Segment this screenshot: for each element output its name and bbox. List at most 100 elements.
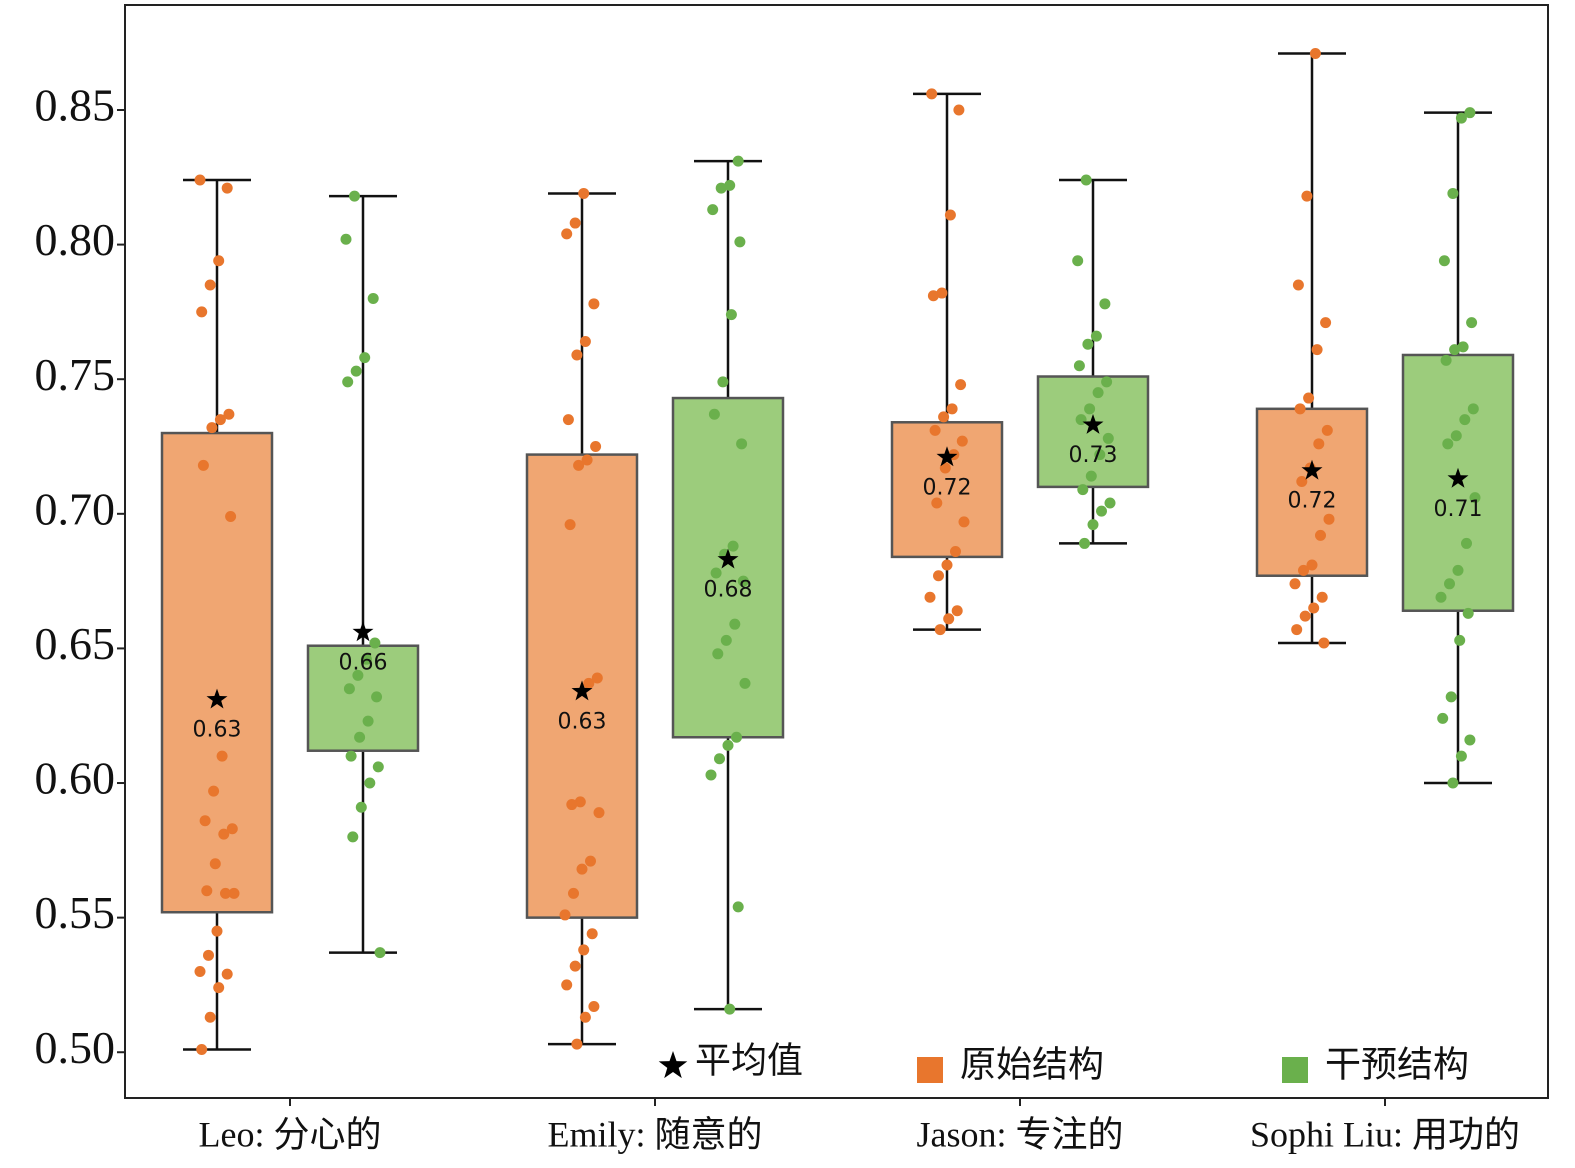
mean-star bbox=[206, 688, 228, 709]
data-point bbox=[1318, 637, 1330, 649]
data-point bbox=[223, 408, 235, 420]
data-point bbox=[946, 403, 958, 415]
data-point bbox=[1450, 430, 1462, 442]
data-point bbox=[345, 750, 357, 762]
data-point bbox=[943, 613, 955, 625]
legend-label: 干预结构 bbox=[1325, 1044, 1469, 1084]
x-tick-label: Sophi Liu: 用功的 bbox=[1250, 1114, 1520, 1154]
data-point bbox=[1462, 607, 1474, 619]
data-point bbox=[1321, 424, 1333, 436]
data-point bbox=[1073, 360, 1085, 372]
data-point bbox=[347, 831, 359, 843]
data-point bbox=[1291, 624, 1303, 636]
data-point bbox=[208, 785, 220, 797]
data-point bbox=[566, 799, 578, 811]
data-point bbox=[355, 801, 367, 813]
data-point bbox=[1440, 354, 1452, 366]
data-point bbox=[579, 1011, 591, 1023]
data-point bbox=[712, 648, 724, 660]
data-point bbox=[211, 925, 223, 937]
data-point bbox=[369, 637, 381, 649]
data-point bbox=[581, 454, 593, 466]
data-point bbox=[197, 459, 209, 471]
data-point bbox=[1104, 497, 1116, 509]
data-point bbox=[1289, 578, 1301, 590]
data-point bbox=[953, 104, 965, 116]
data-point bbox=[1435, 591, 1447, 603]
data-point bbox=[1294, 403, 1306, 415]
data-point bbox=[591, 672, 603, 684]
data-point bbox=[1452, 564, 1464, 576]
data-point bbox=[364, 777, 376, 789]
legend-swatch bbox=[917, 1057, 943, 1083]
data-point bbox=[951, 605, 963, 617]
data-point bbox=[226, 823, 238, 835]
data-point bbox=[1082, 338, 1094, 350]
data-point bbox=[931, 497, 943, 509]
x-tick-label: Leo: 分心的 bbox=[199, 1114, 382, 1154]
data-point bbox=[590, 441, 602, 453]
mean-label: 0.72 bbox=[923, 475, 972, 500]
data-point bbox=[213, 255, 225, 267]
data-point bbox=[588, 1000, 600, 1012]
y-tick-label: 0.55 bbox=[35, 887, 116, 938]
data-point bbox=[944, 209, 956, 221]
data-point bbox=[938, 411, 950, 423]
plot-frame bbox=[124, 4, 1549, 1099]
data-point bbox=[1437, 712, 1449, 724]
data-point bbox=[194, 965, 206, 977]
data-point bbox=[1079, 537, 1090, 549]
data-point bbox=[360, 653, 372, 665]
data-point bbox=[194, 174, 206, 186]
data-point bbox=[588, 298, 600, 310]
data-point bbox=[1298, 564, 1309, 576]
x-tick-label: Jason: 专注的 bbox=[916, 1114, 1123, 1154]
data-point bbox=[1466, 317, 1478, 329]
data-point bbox=[1092, 387, 1104, 399]
data-point bbox=[228, 887, 240, 899]
data-point bbox=[1308, 602, 1320, 614]
data-point bbox=[1315, 529, 1326, 541]
data-point bbox=[927, 290, 939, 302]
data-point bbox=[1301, 190, 1313, 202]
data-point bbox=[1099, 298, 1111, 310]
mean-label: 0.72 bbox=[1288, 489, 1337, 514]
data-point bbox=[1438, 255, 1450, 267]
data-point bbox=[206, 422, 218, 434]
data-point bbox=[578, 187, 590, 199]
data-point bbox=[1080, 174, 1092, 186]
legend-label: 原始结构 bbox=[960, 1044, 1104, 1084]
mean-star bbox=[352, 621, 374, 642]
data-point bbox=[1096, 505, 1107, 517]
data-point bbox=[367, 292, 379, 304]
data-point bbox=[926, 88, 938, 100]
data-point bbox=[956, 435, 968, 447]
y-tick-label: 0.75 bbox=[35, 349, 116, 400]
data-point bbox=[710, 567, 722, 579]
data-point bbox=[1469, 492, 1481, 504]
data-point bbox=[1313, 438, 1325, 450]
mean-label: 0.63 bbox=[558, 709, 607, 734]
data-point bbox=[1101, 376, 1113, 388]
data-point bbox=[708, 408, 720, 420]
data-point bbox=[374, 947, 386, 959]
data-point bbox=[571, 349, 583, 361]
data-point bbox=[1077, 484, 1089, 496]
data-point bbox=[1467, 403, 1479, 415]
data-point bbox=[343, 683, 355, 695]
y-tick-label: 0.70 bbox=[35, 483, 116, 534]
data-point bbox=[1303, 392, 1315, 404]
data-point bbox=[1445, 691, 1457, 703]
data-point bbox=[924, 591, 936, 603]
data-point bbox=[1461, 537, 1472, 549]
data-point bbox=[1447, 777, 1459, 789]
data-point bbox=[203, 949, 214, 961]
data-point bbox=[199, 815, 211, 827]
data-point bbox=[1444, 578, 1455, 590]
x-tick-label: Emily: 随意的 bbox=[548, 1114, 763, 1154]
data-point bbox=[955, 379, 967, 391]
data-point bbox=[221, 968, 233, 980]
data-point bbox=[724, 179, 736, 191]
data-point bbox=[724, 1003, 736, 1015]
